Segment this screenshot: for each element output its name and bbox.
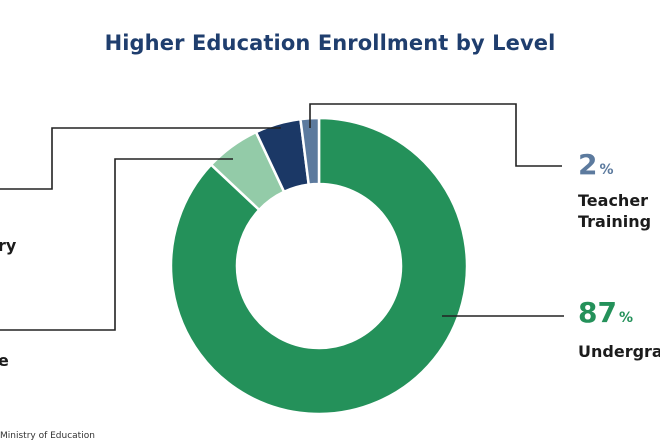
undergraduate-percent: 87% [578,296,633,329]
leader-line-doctoral [0,127,281,190]
teacher-training-label-line1: Teacher [578,191,648,210]
teacher-training-label-line2: Training [578,212,651,231]
teacher-training-percent: 2% [578,148,614,181]
undergraduate-value: 87 [578,296,617,329]
donut-hole [237,184,401,348]
donut-slices [169,116,469,416]
teacher-training-unit: % [599,162,613,178]
source-note: Ministry of Education [0,431,95,440]
doctoral-label-partial: ry [0,236,17,255]
postgraduate-label-partial: e [0,351,9,370]
undergraduate-unit: % [619,310,633,326]
chart-title: Higher Education Enrollment by Level [104,31,556,55]
undergraduate-label: Undergra [578,342,660,361]
teacher-training-value: 2 [578,148,597,181]
leader-line-teacher-training [309,103,562,167]
leader-line-postgraduate [0,158,233,331]
